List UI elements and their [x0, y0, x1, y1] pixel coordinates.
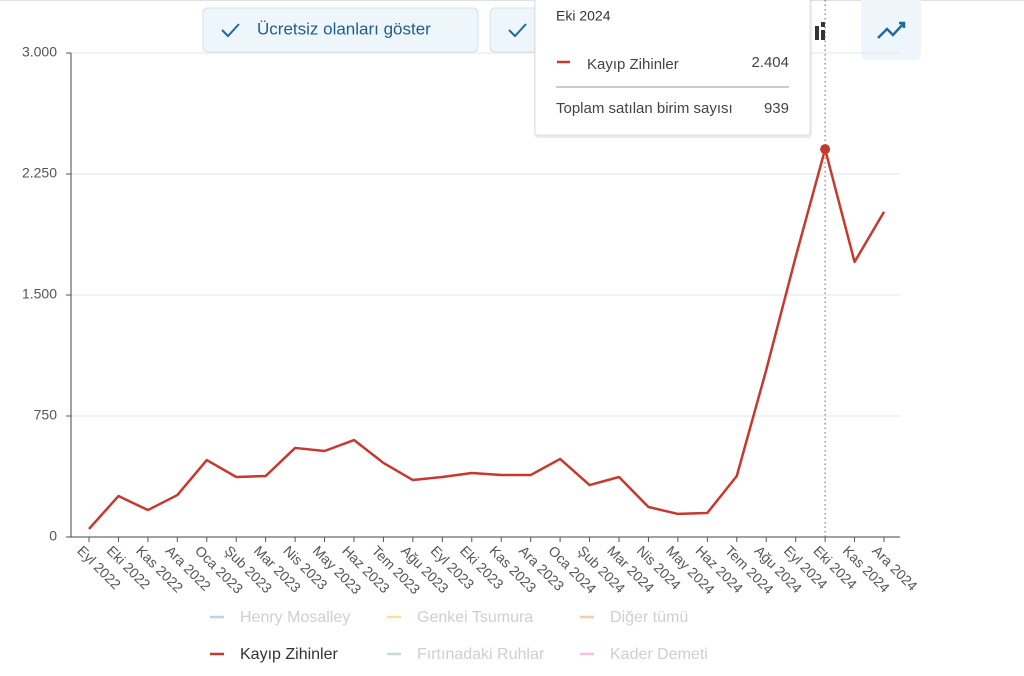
y-tick-label: 3.000	[22, 44, 57, 60]
bar-view-button[interactable]	[815, 22, 825, 40]
button-label[interactable]: Ücretsiz olanları göster	[257, 19, 431, 38]
series-line	[88, 147, 886, 530]
check-icon	[221, 23, 240, 38]
tooltip-value: 2.404	[751, 54, 789, 71]
tooltip-title: Eki 2024	[556, 8, 611, 24]
icon	[821, 30, 825, 40]
icon	[815, 26, 819, 40]
free-button[interactable]: Ücretsiz olanları göster	[202, 7, 479, 53]
legend-label: Henry Mosalley	[240, 609, 350, 626]
trend-icon	[877, 21, 906, 39]
legend-label: Kader Demeti	[610, 646, 708, 663]
button-bg[interactable]	[202, 7, 479, 53]
button-bg[interactable]	[861, 0, 921, 60]
tooltip: Eki 2024 Kayıp Zihinler 2.404 Toplam satıla…	[534, 0, 812, 138]
y-tick-label: 1.500	[22, 286, 57, 302]
tooltip-total-label: Toplam satılan birim sayısı	[556, 100, 733, 117]
tooltip-total: 939	[764, 100, 789, 117]
legend-label: Fırtınadaki Ruhlar	[417, 646, 545, 663]
y-tick-label: 0	[49, 528, 57, 544]
y-tick-label: 2.250	[22, 165, 57, 181]
y-tick-label: 750	[34, 407, 58, 423]
legend-label: Genkei Tsumura	[417, 609, 533, 626]
hover-point	[820, 144, 831, 155]
legend-label: Kayıp Zihinler	[240, 646, 338, 663]
icon	[821, 22, 825, 27]
tooltip-bg	[534, 0, 811, 136]
line-view-button[interactable]	[861, 0, 921, 60]
legend-label: Diğer tümü	[610, 609, 688, 626]
check-icon	[508, 23, 527, 38]
tooltip-series: Kayıp Zihinler	[587, 56, 679, 73]
